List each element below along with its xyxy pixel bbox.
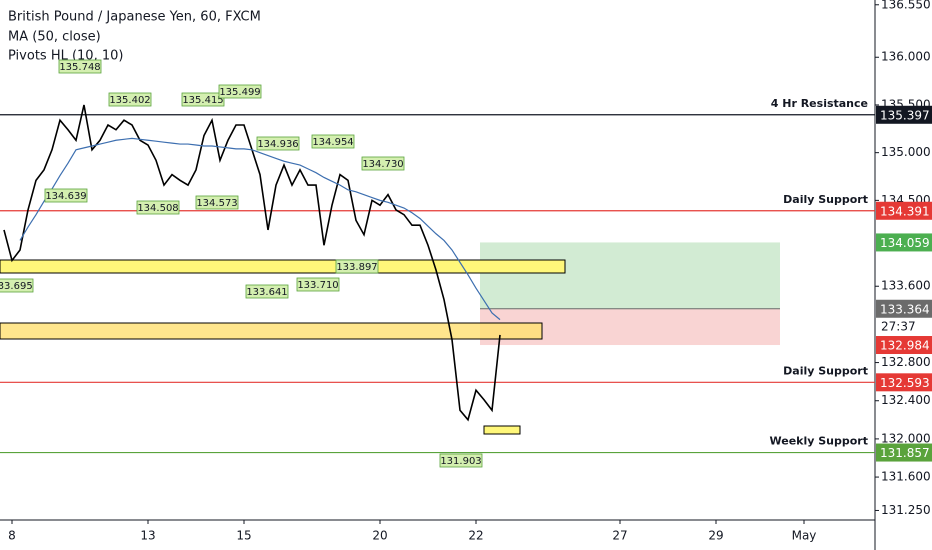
pivot-box bbox=[311, 134, 355, 149]
pivot-box bbox=[44, 188, 88, 203]
pivot-label: 135.499 bbox=[219, 87, 260, 98]
price-tag bbox=[876, 373, 932, 392]
pivot-label: 135.748 bbox=[59, 62, 100, 73]
pivot-box bbox=[439, 453, 483, 468]
x-tick-label: 8 bbox=[8, 529, 16, 543]
level-annotation: 4 Hr Resistance bbox=[771, 97, 868, 110]
pivot-box bbox=[181, 92, 225, 107]
x-tick-label: 29 bbox=[708, 529, 723, 543]
pivot-box bbox=[58, 59, 102, 74]
pivot-box bbox=[256, 136, 300, 151]
price-tag-label: 131.857 bbox=[880, 446, 930, 460]
price-tag bbox=[876, 201, 932, 220]
price-tag bbox=[876, 336, 932, 355]
pivot-label: 135.402 bbox=[109, 95, 150, 106]
pivot-label: 134.954 bbox=[312, 137, 353, 148]
pivot-label: 134.730 bbox=[362, 159, 403, 170]
y-tick-label: 132.000 bbox=[881, 431, 931, 445]
pivot-label: 134.573 bbox=[196, 198, 237, 209]
x-tick-label: 20 bbox=[372, 529, 387, 543]
y-tick-label: 132.800 bbox=[881, 355, 931, 369]
zones bbox=[0, 242, 780, 435]
pivot-label: 134.936 bbox=[257, 139, 298, 150]
price-tag-label: 135.397 bbox=[880, 108, 930, 122]
level-annotation: Weekly Support bbox=[770, 435, 869, 448]
y-tick-label: 132.400 bbox=[881, 393, 931, 407]
zone bbox=[0, 259, 566, 274]
indicator-label: MA (50, close) bbox=[8, 30, 101, 45]
zone bbox=[0, 322, 543, 340]
price-tag bbox=[876, 233, 932, 252]
price-tag-label: 132.984 bbox=[880, 339, 930, 353]
pivot-box bbox=[245, 284, 289, 299]
pivot-label: 133.710 bbox=[297, 280, 338, 291]
price-tag bbox=[876, 299, 932, 318]
pivot-label: 134.508 bbox=[137, 203, 178, 214]
price-tag-label: 134.391 bbox=[880, 204, 930, 218]
pivot-box bbox=[108, 92, 152, 107]
price-tag-label: 132.593 bbox=[880, 376, 930, 390]
pivot-label: 131.903 bbox=[440, 456, 481, 467]
pivot-box bbox=[136, 200, 180, 215]
x-tick-label: 15 bbox=[236, 529, 251, 543]
y-tick-label: 131.600 bbox=[881, 470, 931, 484]
level-annotation: Daily Support bbox=[783, 364, 868, 377]
pivot-label: 133.897 bbox=[336, 262, 377, 273]
y-tick-label: 131.250 bbox=[881, 503, 931, 517]
x-tick-label: May bbox=[792, 529, 817, 543]
target-area bbox=[480, 242, 780, 309]
price-tag bbox=[876, 443, 932, 462]
pivot-box bbox=[0, 278, 34, 293]
y-tick-label: 135.000 bbox=[881, 145, 931, 159]
countdown: 27:37 bbox=[881, 320, 916, 334]
price-tag-label: 134.059 bbox=[880, 236, 930, 250]
x-tick-label: 22 bbox=[468, 529, 483, 543]
y-tick-label: 133.600 bbox=[881, 279, 931, 293]
pivot-label: 133.695 bbox=[0, 281, 33, 292]
price-tag-label: 133.364 bbox=[880, 302, 930, 316]
pivot-box bbox=[361, 156, 405, 171]
pivot-box bbox=[195, 195, 239, 210]
y-tick-label: 136.550 bbox=[881, 0, 931, 11]
x-tick-label: 27 bbox=[612, 529, 627, 543]
pivot-box bbox=[218, 84, 262, 99]
price-axis bbox=[875, 0, 932, 550]
zone bbox=[483, 425, 521, 435]
pivot-label: 134.639 bbox=[45, 191, 86, 202]
price-tag bbox=[876, 105, 932, 124]
y-tick-label: 136.000 bbox=[881, 50, 931, 64]
level-annotation: Daily Support bbox=[783, 193, 868, 206]
chart-title: British Pound / Japanese Yen, 60, FXCM bbox=[8, 10, 261, 25]
ma-line bbox=[19, 137, 501, 321]
pivot-box bbox=[335, 259, 379, 274]
pivot-label: 135.415 bbox=[182, 95, 223, 106]
x-tick-label: 13 bbox=[140, 529, 155, 543]
pivot-box bbox=[296, 277, 340, 292]
pivot-label: 133.641 bbox=[246, 287, 287, 298]
